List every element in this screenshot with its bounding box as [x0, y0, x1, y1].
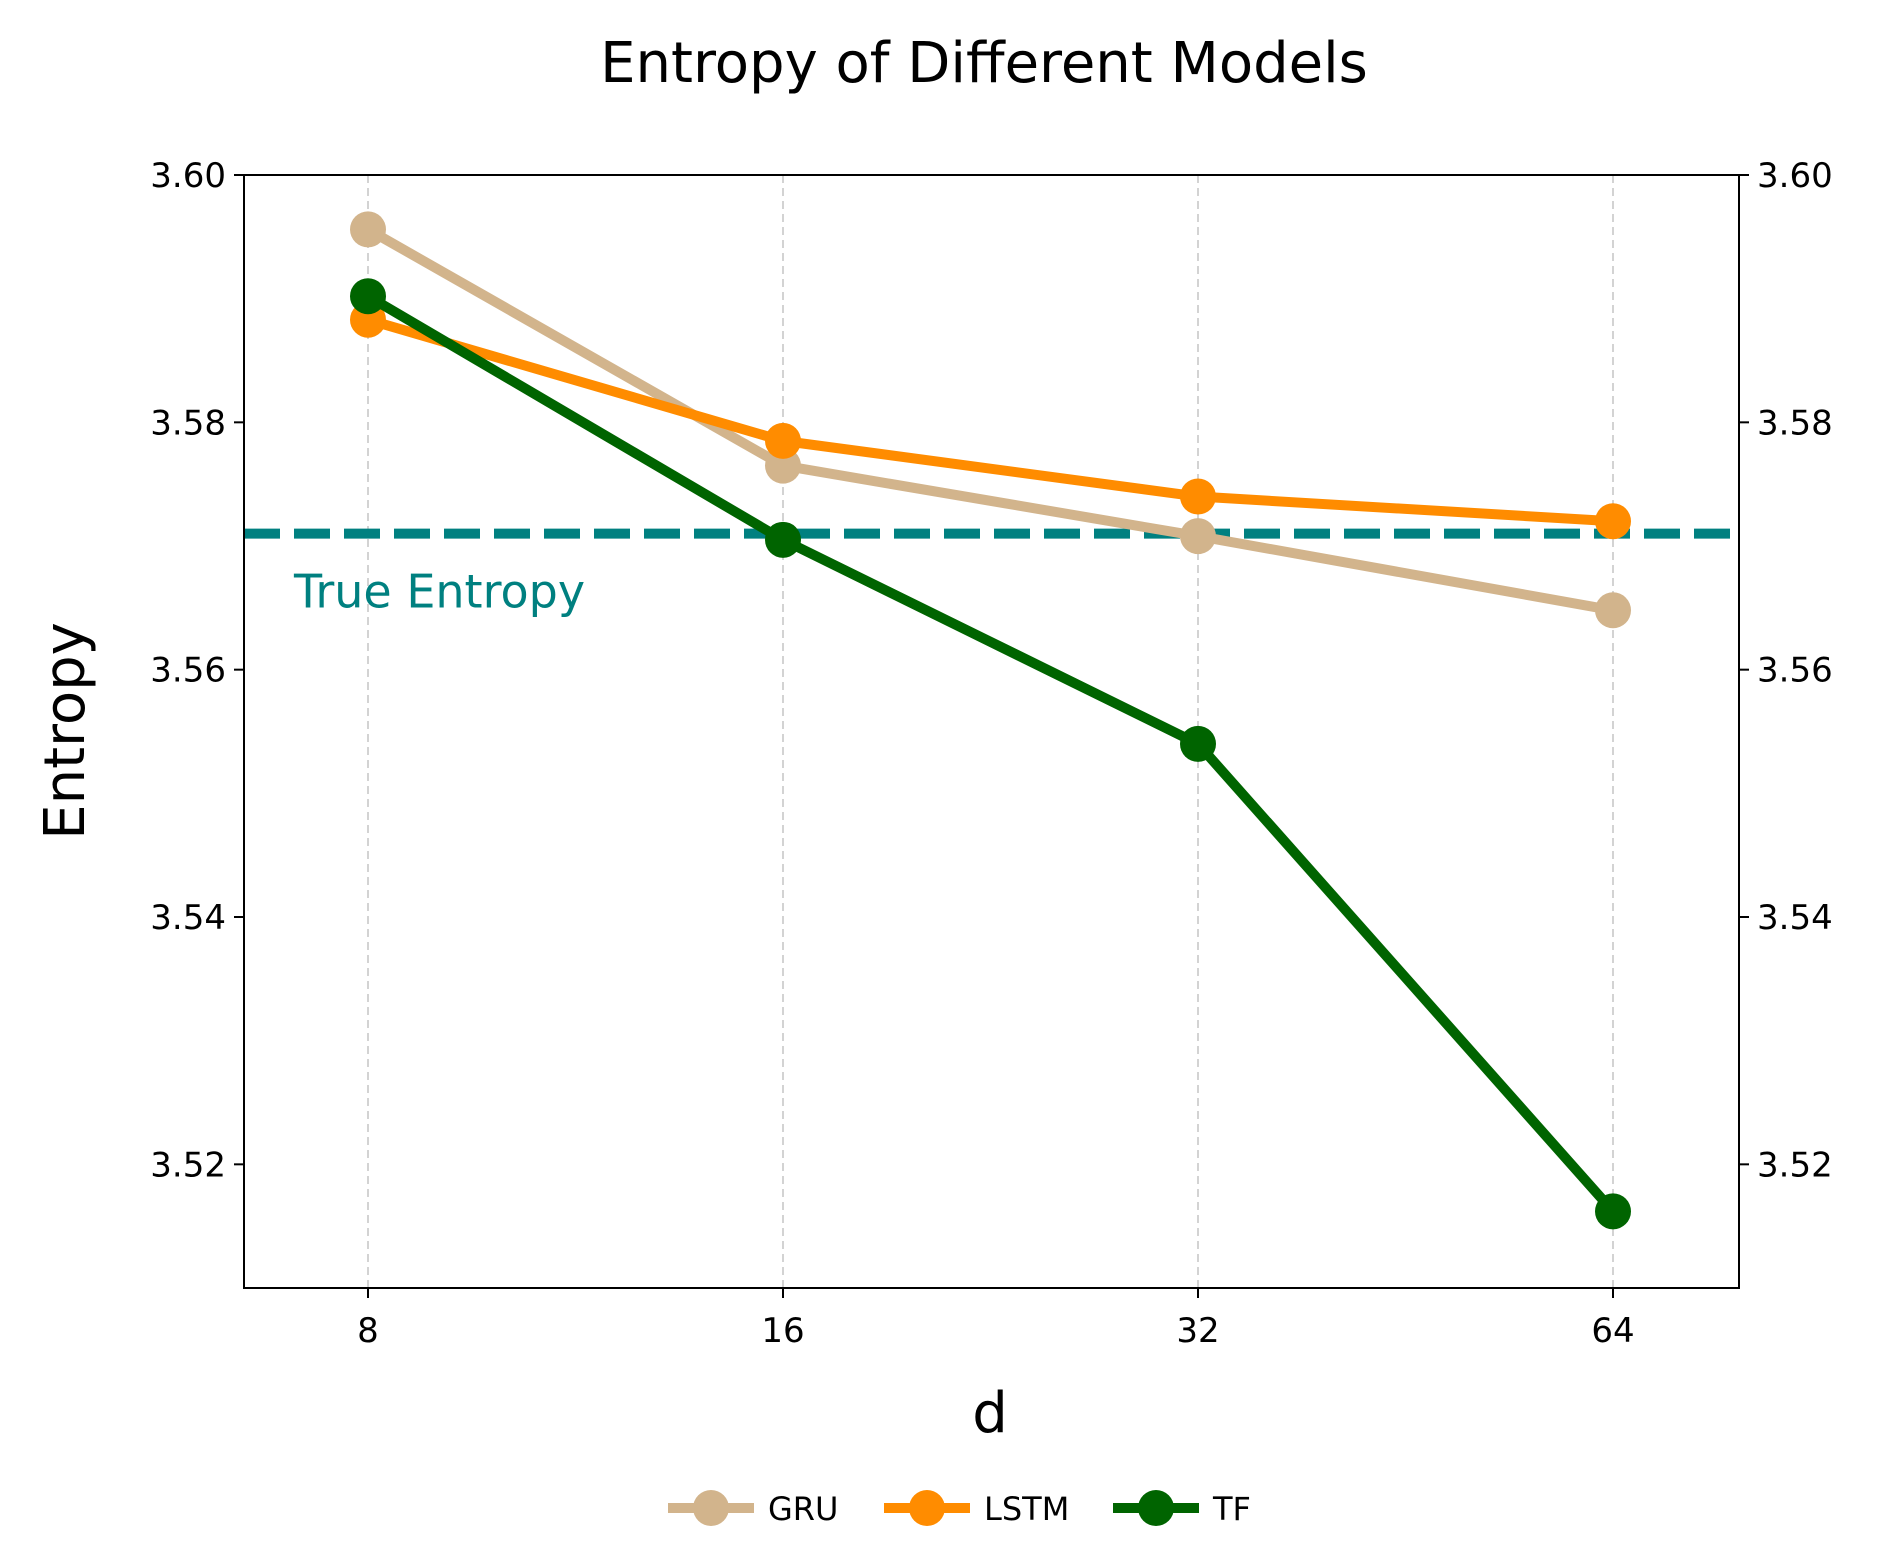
- right-y-axis: 3.52 3.54 3.56 3.58 3.60: [1739, 156, 1833, 1185]
- right-y-tick-label: 3.58: [1757, 403, 1833, 443]
- y-axis-label: Entropy: [33, 622, 98, 840]
- data-point-lstm: [1180, 478, 1216, 515]
- series-line-lstm: [366, 314, 1614, 527]
- grid: [367, 175, 1614, 1288]
- data-point-lstm: [765, 422, 801, 459]
- data-point-tf: [1595, 1193, 1631, 1230]
- y-tick-label: 3.54: [150, 898, 226, 938]
- data-point-lstm: [1595, 503, 1631, 540]
- y-tick-label: 3.56: [150, 651, 226, 691]
- data-point-tf: [350, 278, 386, 315]
- legend-marker-lstm: [909, 1490, 945, 1526]
- data-point-gru: [350, 211, 386, 248]
- left-y-axis: 3.52 3.54 3.56 3.58 3.60: [150, 156, 244, 1185]
- reference-line-label: True Entropy: [293, 565, 585, 619]
- legend-marker-gru: [693, 1490, 729, 1526]
- chart-title: Entropy of Different Models: [600, 31, 1368, 96]
- y-tick-label: 3.58: [150, 403, 226, 443]
- plot-frame: [243, 174, 1740, 1289]
- x-axis: 8 16 32 64: [357, 1288, 1635, 1351]
- series-line-tf: [365, 291, 1617, 1215]
- right-y-tick-label: 3.52: [1757, 1145, 1833, 1185]
- data-point-gru: [1180, 518, 1216, 555]
- x-tick-label: 64: [1591, 1311, 1634, 1351]
- legend: GRU LSTM TF: [668, 1490, 1251, 1528]
- plot-series: [350, 211, 1631, 1230]
- right-y-tick-label: 3.54: [1757, 898, 1833, 938]
- legend-marker-tf: [1138, 1490, 1174, 1526]
- legend-label-tf: TF: [1212, 1490, 1251, 1528]
- x-axis-label: d: [972, 1381, 1008, 1446]
- data-point-tf: [765, 521, 801, 558]
- series-line-gru: [365, 225, 1614, 616]
- x-tick-label: 8: [357, 1311, 379, 1351]
- y-tick-label: 3.60: [150, 156, 226, 196]
- legend-label-gru: GRU: [768, 1490, 838, 1528]
- legend-label-lstm: LSTM: [984, 1490, 1069, 1528]
- x-tick-label: 32: [1176, 1311, 1219, 1351]
- y-tick-label: 3.52: [150, 1145, 226, 1185]
- right-y-tick-label: 3.60: [1757, 156, 1833, 196]
- x-tick-label: 16: [761, 1311, 804, 1351]
- right-y-tick-label: 3.56: [1757, 651, 1833, 691]
- data-point-gru: [1595, 592, 1631, 629]
- reference-line-group: True Entropy: [244, 528, 1739, 619]
- data-point-tf: [1180, 725, 1216, 762]
- data-point-gru: [765, 447, 801, 484]
